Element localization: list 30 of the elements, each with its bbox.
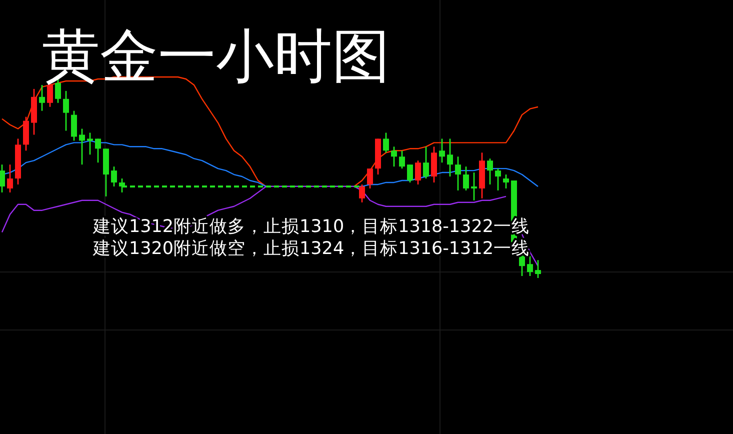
candlestick <box>503 174 509 190</box>
candlestick <box>463 166 469 192</box>
candlestick <box>535 259 541 279</box>
candlestick <box>423 146 429 180</box>
candlestick <box>391 146 397 168</box>
candlestick <box>487 158 493 186</box>
candlestick <box>439 138 445 164</box>
candlestick <box>527 255 533 277</box>
candlestick <box>431 146 437 184</box>
candlestick <box>383 132 389 154</box>
candlestick <box>471 172 477 202</box>
candlestick <box>7 164 13 194</box>
candlestick <box>23 116 29 152</box>
candlestick <box>39 84 45 112</box>
candlestick <box>359 184 365 204</box>
candlestick <box>63 90 69 132</box>
candlestick <box>447 138 453 178</box>
candlestick <box>71 110 77 142</box>
candlestick <box>95 138 101 164</box>
candlestick <box>399 150 405 170</box>
candlestick <box>455 156 461 192</box>
candlestick <box>407 164 413 184</box>
candlestick <box>79 128 85 166</box>
candlestick <box>415 160 421 186</box>
chart-title: 黄金一小时图 <box>42 22 390 90</box>
candlestick <box>87 132 93 156</box>
candlestick <box>367 168 373 190</box>
candlestick <box>111 166 117 188</box>
candlestick <box>495 168 501 192</box>
candlestick <box>0 164 5 194</box>
